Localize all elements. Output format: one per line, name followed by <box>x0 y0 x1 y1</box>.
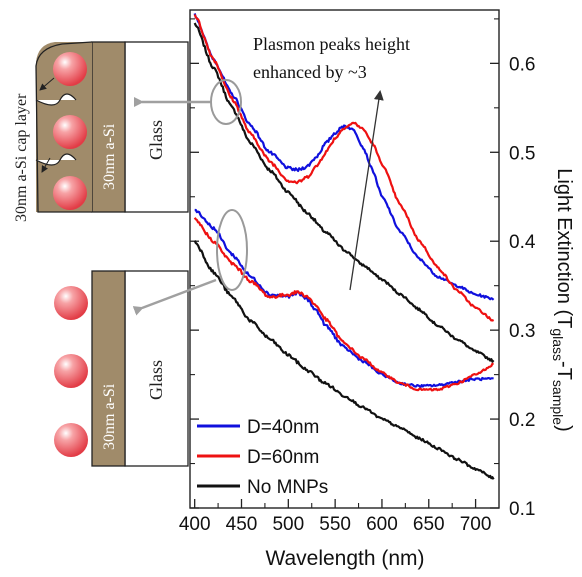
bottom-glass-label: Glass <box>146 360 166 400</box>
series-line-capped <box>193 22 495 363</box>
y-axis-label: Light Extinction (Tglass-Tsample) <box>550 168 575 431</box>
x-tick-label: 450 <box>226 514 258 535</box>
capped-group-marker <box>210 79 242 125</box>
cap-layer-outline <box>35 41 93 213</box>
series-line-uncapped <box>193 217 494 392</box>
top-glass-substrate <box>124 41 189 213</box>
legend-label-d60: D=60nm <box>247 447 319 468</box>
annotation-line1: Plasmon peaks height <box>253 34 410 54</box>
series-line-capped <box>193 14 495 322</box>
annotation-line2: enhanced by ~3 <box>253 62 367 82</box>
schematic-uncapped: 30nm a-Si Glass <box>54 270 189 467</box>
x-axis: 400 450 500 550 600 650 700 <box>179 499 492 535</box>
y-axis: 0.1 0.2 0.3 0.4 0.5 0.6 <box>190 18 536 520</box>
top-film-label: 30nm a-Si <box>101 123 118 190</box>
annotation-arrow <box>349 90 384 291</box>
x-tick-label: 500 <box>272 514 304 535</box>
x-tick-label: 400 <box>179 514 211 535</box>
cap-layer-label: 30nm a-Si cap layer <box>13 93 30 222</box>
nanoparticle <box>54 423 88 457</box>
top-glass-label: Glass <box>146 120 166 160</box>
nanoparticle <box>53 176 87 210</box>
nanoparticle <box>53 115 87 149</box>
plot-frame <box>189 9 500 509</box>
schematic-capped: 30nm a-Si cap layer 30nm a-Si Glass <box>13 41 189 222</box>
uncapped-group-marker <box>216 209 248 291</box>
uncapped-link-arrow <box>132 278 217 316</box>
x-tick-label: 700 <box>460 514 492 535</box>
y-tick-label: 0.2 <box>509 410 535 431</box>
series-line-capped <box>193 13 495 301</box>
x-tick-label: 550 <box>319 514 351 535</box>
nanoparticle <box>53 52 87 86</box>
series-line-uncapped <box>193 240 495 480</box>
y-tick-label: 0.4 <box>509 232 536 253</box>
x-tick-label: 600 <box>366 514 398 535</box>
series-group <box>193 13 495 480</box>
top-si-film <box>91 41 126 213</box>
legend: D=40nm D=60nm No MNPs <box>197 417 328 498</box>
y-tick-label: 0.3 <box>509 321 535 342</box>
legend-label-no-mnps: No MNPs <box>247 477 328 498</box>
legend-label-d40: D=40nm <box>247 417 319 438</box>
x-tick-label: 650 <box>413 514 445 535</box>
x-axis-label: Wavelength (nm) <box>265 547 424 570</box>
y-tick-label: 0.1 <box>509 499 535 520</box>
nanoparticle <box>54 286 88 320</box>
y-tick-label: 0.6 <box>509 54 535 75</box>
bottom-film-label: 30nm a-Si <box>101 383 118 450</box>
y-tick-label: 0.5 <box>509 143 535 164</box>
nanoparticle <box>54 354 88 388</box>
plot-area: 400 450 500 550 600 650 700 0.1 0.2 0.3 0.4 0.5 0.6 <box>179 9 536 535</box>
bottom-si-film <box>91 270 126 467</box>
